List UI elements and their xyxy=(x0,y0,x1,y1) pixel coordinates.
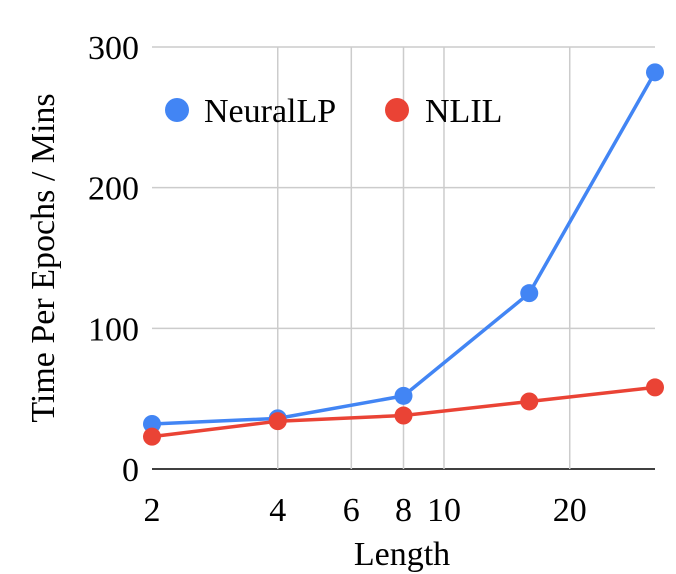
y-tick-label: 300 xyxy=(88,30,139,67)
x-tick-label: 6 xyxy=(343,492,360,529)
data-point-nlil xyxy=(520,392,539,411)
data-point-nlil xyxy=(268,412,287,431)
x-tick-label: 4 xyxy=(269,492,286,529)
y-tick-label: 100 xyxy=(88,311,139,348)
data-point-nlil xyxy=(394,406,413,425)
legend-label: NLIL xyxy=(425,93,502,130)
x-tick-label: 2 xyxy=(144,492,161,529)
series-group xyxy=(143,63,664,446)
data-point-neurallp xyxy=(394,386,413,405)
x-axis-title: Length xyxy=(354,536,450,573)
x-tick-label: 10 xyxy=(427,492,461,529)
legend-label: NeuralLP xyxy=(204,93,336,130)
data-point-nlil xyxy=(143,427,161,446)
data-point-neurallp xyxy=(646,63,664,82)
data-point-neurallp xyxy=(143,414,161,433)
data-point-neurallp xyxy=(520,284,539,303)
y-axis-title: Time Per Epochs / Mins xyxy=(25,93,62,422)
x-tick-label: 8 xyxy=(395,492,412,529)
legend-marker xyxy=(385,98,409,122)
y-tick-label: 200 xyxy=(88,171,139,208)
x-tick-label: 20 xyxy=(553,492,587,529)
y-tick-label: 0 xyxy=(122,452,139,489)
data-point-nlil xyxy=(646,378,664,397)
legend: NeuralLP NLIL xyxy=(165,93,502,130)
legend-marker xyxy=(165,98,189,122)
tick-labels: 0 100 200 300 2 4 6 8 10 20 xyxy=(88,30,587,529)
